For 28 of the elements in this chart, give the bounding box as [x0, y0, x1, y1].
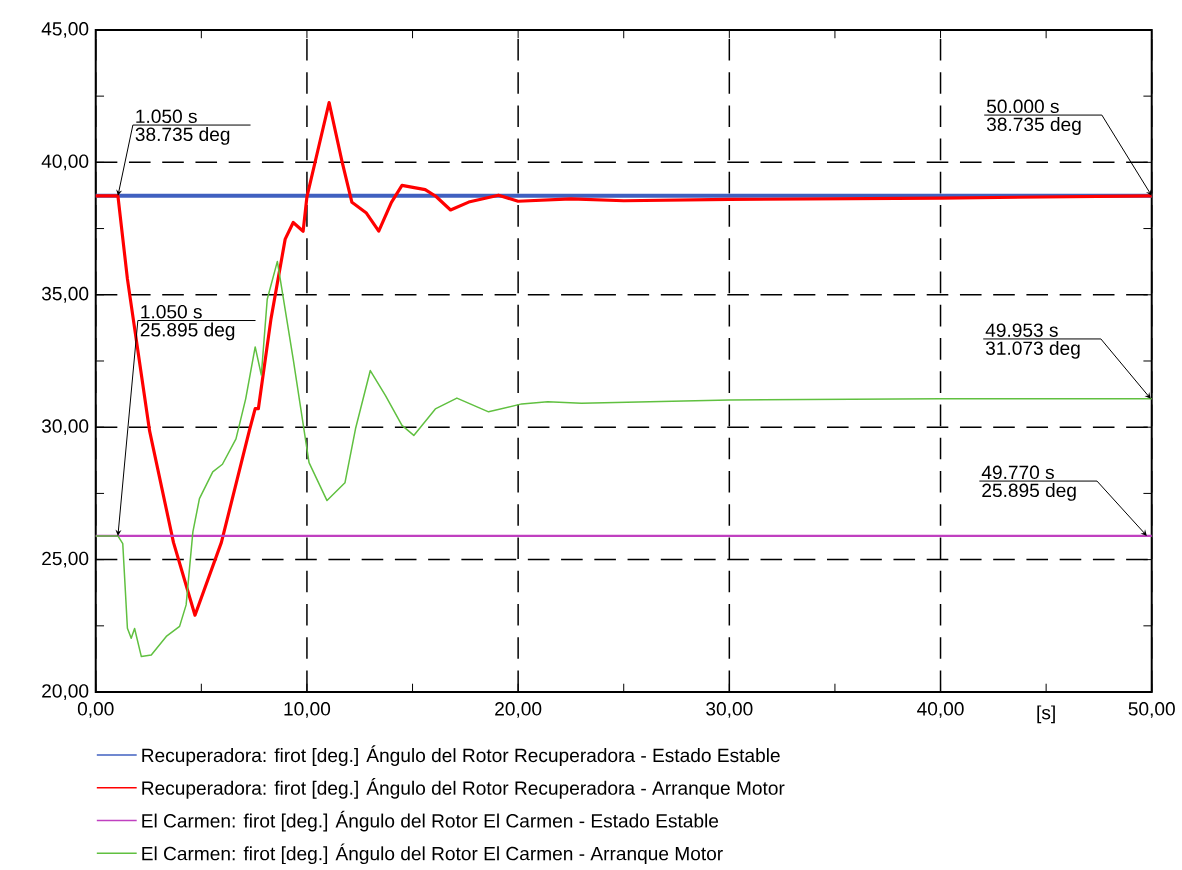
- annotation: 49.770 s: [981, 465, 1054, 480]
- y-tick-label: 35,00: [41, 287, 89, 303]
- x-axis-title: [s]: [1037, 705, 1055, 724]
- legend-label: El Carmen: firot [deg.] Ángulo del Rotor El Carmen - Arranque Motor: [142, 843, 723, 865]
- y-tick-label: 20,00: [42, 684, 89, 701]
- annotation: 25.895 deg: [140, 322, 235, 341]
- x-tick-label: 0,00: [77, 702, 114, 719]
- x-tick-label: 10,00: [284, 702, 331, 719]
- annotation: 1.050 s: [136, 109, 197, 124]
- line-series: [94, 260, 1153, 658]
- y-tick-label: 25,00: [42, 551, 89, 568]
- x-tick-label: 30,00: [706, 702, 753, 719]
- y-tick-label: 30,00: [41, 419, 89, 436]
- legend-label: Recuperadora: firot [deg.] Ángulo del Rotor Recuperadora - Estado Estable: [142, 745, 780, 767]
- x-tick-label: 20,00: [495, 702, 542, 719]
- annotation: 1.050 s: [141, 305, 202, 319]
- annotation: 49.953 s: [985, 323, 1058, 338]
- legend-label: Recuperadora: firot [deg.] Ángulo del Rotor Recuperadora - Arranque Motor: [142, 778, 785, 799]
- annotation: 50.000 s: [986, 99, 1059, 114]
- legend-label: El Carmen: firot [deg.] Ángulo del Rotor El Carmen - Estado Estable: [142, 811, 719, 832]
- annotation: 38.735 deg: [986, 117, 1081, 136]
- y-tick-label: 40,00: [41, 154, 89, 171]
- x-tick-label: 40,00: [917, 702, 964, 719]
- line-series: [94, 101, 1154, 617]
- annotation: 38.735 deg: [135, 127, 230, 146]
- x-tick-label: 50,00: [1128, 702, 1175, 719]
- y-tick-label: 45,00: [41, 22, 89, 38]
- annotation: 25.895 deg: [982, 483, 1076, 502]
